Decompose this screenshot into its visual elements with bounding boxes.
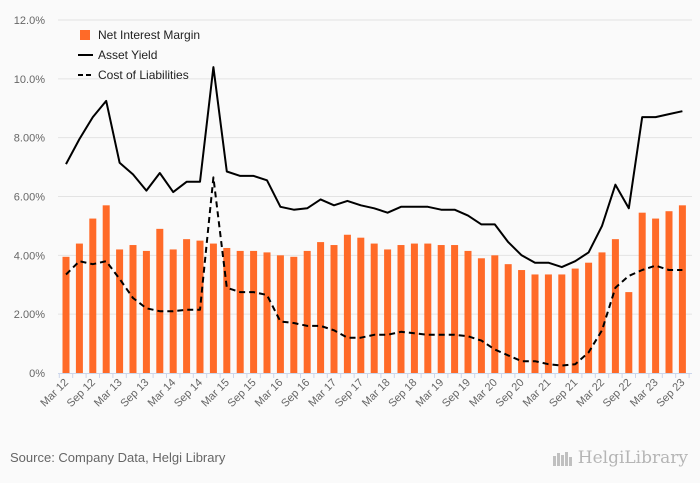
- y-axis: 0% 2.00% 4.00% 6.00% 8.00% 10.0% 12.0%: [14, 15, 45, 380]
- bar-net-interest-margin: [384, 249, 392, 373]
- x-tick-label: Mar 14: [146, 377, 179, 410]
- legend-label: Cost of Liabilities: [98, 68, 189, 82]
- x-tick-label: Sep 15: [226, 377, 259, 410]
- x-tick-label: Mar 16: [253, 377, 286, 410]
- y-tick-label: 2.00%: [14, 309, 45, 321]
- helgi-library-logo[interactable]: HelgiLibrary: [552, 448, 688, 468]
- bar-net-interest-margin: [89, 218, 97, 373]
- bar-net-interest-margin: [397, 245, 405, 373]
- chart: 0%2.00%4.00%6.00%8.00%10.0%12.0% Mar 12S…: [14, 15, 692, 410]
- x-tick-label: Sep 16: [279, 377, 312, 410]
- x-tick-label: Mar 17: [306, 377, 339, 410]
- x-tick-label: Mar 12: [38, 377, 71, 410]
- x-tick-label: Mar 22: [574, 377, 607, 410]
- x-tick-label: Sep 20: [494, 377, 527, 410]
- bar-net-interest-margin: [652, 218, 660, 373]
- bar-net-interest-margin: [370, 243, 378, 373]
- x-tick-label: Sep 19: [440, 377, 473, 410]
- bar-net-interest-margin: [263, 252, 271, 373]
- y-tick-label: 10.0%: [14, 74, 45, 86]
- x-tick-label: Mar 18: [360, 377, 393, 410]
- line-asset-yield: [65, 66, 683, 269]
- bar-net-interest-margin: [317, 242, 325, 373]
- bar-net-interest-margin: [598, 252, 606, 373]
- legend-swatch-net-interest-margin: [80, 30, 90, 40]
- bar-net-interest-margin: [424, 243, 432, 373]
- bar-net-interest-margin: [129, 245, 137, 373]
- x-tick-label: Sep 14: [172, 377, 205, 410]
- bar-net-interest-margin: [75, 243, 83, 373]
- x-tick-label: Mar 15: [199, 377, 232, 410]
- bar-net-interest-margin: [357, 237, 365, 373]
- legend-label: Net Interest Margin: [98, 28, 200, 42]
- y-tick-label: 12.0%: [14, 15, 45, 27]
- bar-net-interest-margin: [156, 228, 164, 373]
- x-tick-label: Sep 23: [654, 377, 687, 410]
- bar-net-interest-margin: [437, 245, 445, 373]
- bar-net-interest-margin: [638, 212, 646, 373]
- x-tick-label: Mar 20: [467, 377, 500, 410]
- bar-net-interest-margin: [464, 250, 472, 373]
- legend-label: Asset Yield: [98, 48, 157, 62]
- bar-net-interest-margin: [518, 270, 526, 373]
- y-tick-label: 8.00%: [14, 133, 45, 145]
- bar-net-interest-margin: [62, 256, 70, 373]
- x-tick-label: Mar 13: [92, 377, 125, 410]
- y-tick-label: 0%: [29, 368, 45, 380]
- bar-net-interest-margin: [504, 264, 512, 373]
- bar-net-interest-margin: [531, 274, 539, 373]
- x-tick-label: Sep 22: [601, 377, 634, 410]
- line-cost-of-liabilities: [65, 176, 683, 367]
- bar-net-interest-margin: [330, 245, 338, 373]
- x-tick-label: Sep 13: [118, 377, 151, 410]
- legend: Net Interest Margin Asset Yield Cost of Li…: [78, 28, 200, 82]
- bar-net-interest-margin: [410, 243, 418, 373]
- bar-net-interest-margin: [116, 249, 124, 373]
- line-series: [65, 66, 683, 367]
- bar-net-interest-margin: [209, 243, 217, 373]
- bar-net-interest-margin: [236, 250, 244, 373]
- bar-net-interest-margin: [585, 262, 593, 373]
- x-tick-label: Mar 19: [414, 377, 447, 410]
- x-tick-label: Sep 17: [333, 377, 366, 410]
- x-tick-label: Sep 21: [547, 377, 580, 410]
- bar-net-interest-margin: [183, 239, 191, 373]
- bar-series-net-interest-margin: [62, 205, 686, 373]
- x-tick-label: Mar 21: [521, 377, 554, 410]
- bar-net-interest-margin: [276, 255, 284, 373]
- bar-net-interest-margin: [223, 247, 231, 373]
- logo-text: HelgiLibrary: [577, 448, 688, 468]
- source-note: Source: Company Data, Helgi Library: [10, 450, 226, 465]
- bar-net-interest-margin: [477, 258, 485, 373]
- bar-net-interest-margin: [544, 274, 552, 373]
- bar-net-interest-margin: [250, 250, 258, 373]
- library-logo-icon: [552, 452, 572, 466]
- bar-net-interest-margin: [451, 245, 459, 373]
- x-tick-label: Mar 23: [628, 377, 661, 410]
- bar-net-interest-margin: [491, 255, 499, 373]
- bar-net-interest-margin: [571, 268, 579, 373]
- bar-net-interest-margin: [678, 205, 686, 373]
- y-tick-label: 4.00%: [14, 250, 45, 262]
- bar-net-interest-margin: [625, 292, 633, 373]
- bar-net-interest-margin: [102, 205, 110, 373]
- y-tick-label: 6.00%: [14, 192, 45, 204]
- bar-net-interest-margin: [343, 234, 351, 373]
- x-tick-label: Sep 12: [65, 377, 98, 410]
- bar-net-interest-margin: [290, 256, 298, 373]
- bar-net-interest-margin: [558, 274, 566, 373]
- bar-net-interest-margin: [142, 250, 150, 373]
- bar-net-interest-margin: [665, 211, 673, 373]
- x-tick-label: Sep 18: [386, 377, 419, 410]
- bar-net-interest-margin: [303, 250, 311, 373]
- bar-net-interest-margin: [611, 239, 619, 373]
